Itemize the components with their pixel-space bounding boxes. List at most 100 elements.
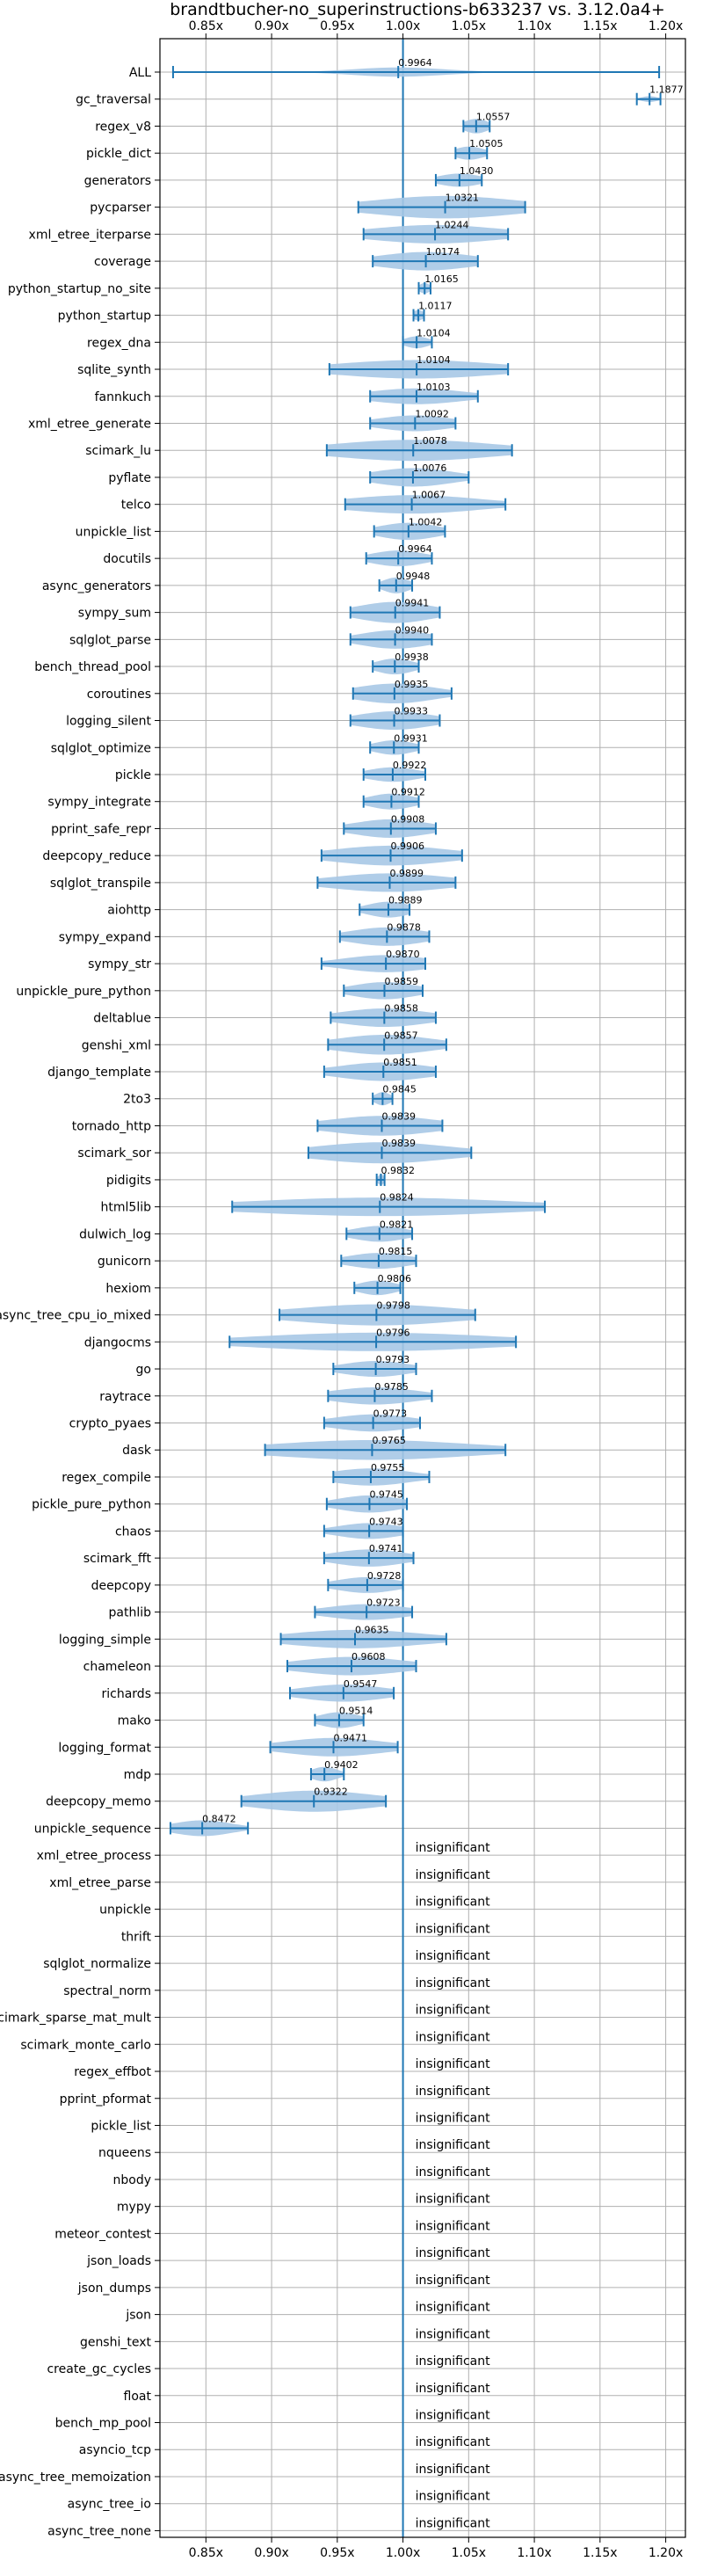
- violin-genshi_xml: [327, 1035, 447, 1055]
- category-label: pyflate: [108, 471, 151, 485]
- category-label: json_dumps: [77, 2281, 151, 2296]
- category-label: async_generators: [42, 579, 151, 593]
- violin-pidigits: [375, 1173, 386, 1186]
- category-label: xml_etree_parse: [49, 1876, 151, 1890]
- category-label: chameleon: [83, 1660, 151, 1674]
- violin-pickle_pure_python: [325, 1495, 409, 1513]
- value-label: 0.9471: [333, 1732, 367, 1743]
- value-label: 0.9402: [324, 1759, 359, 1771]
- value-label: 0.9755: [371, 1462, 405, 1474]
- x-tick-label-bottom: 1.10x: [517, 2546, 551, 2560]
- value-label: 0.8472: [202, 1813, 236, 1824]
- category-label: aiohttp: [107, 904, 151, 918]
- violin-sympy_str: [320, 955, 426, 972]
- category-label: richards: [102, 1687, 152, 1701]
- value-label: 0.9796: [376, 1327, 410, 1338]
- category-label: python_startup_no_site: [8, 282, 151, 296]
- category-label: html5lib: [101, 1201, 152, 1215]
- value-label: 0.9839: [382, 1110, 417, 1122]
- category-label: hexiom: [105, 1282, 151, 1296]
- category-label: docutils: [103, 552, 151, 566]
- category-label: deepcopy_memo: [46, 1795, 151, 1809]
- value-label: 1.0165: [424, 273, 459, 285]
- violin-sympy_sum: [349, 601, 441, 623]
- category-label: gc_traversal: [76, 93, 151, 107]
- violin-bench_thread_pool: [372, 659, 420, 675]
- category-label: scimark_monte_carlo: [20, 2038, 151, 2052]
- violin-chameleon: [286, 1656, 417, 1676]
- category-label: sqlite_synth: [77, 363, 151, 377]
- category-label: scimark_lu: [85, 444, 151, 458]
- category-label: sqlglot_normalize: [43, 1957, 151, 1971]
- violin-sqlglot_parse: [349, 629, 433, 649]
- value-label: 0.9941: [395, 598, 430, 609]
- violin-gunicorn: [340, 1253, 417, 1270]
- category-label: deepcopy: [91, 1579, 151, 1593]
- x-tick-label-bottom: 1.20x: [649, 2546, 683, 2560]
- value-label: 0.9938: [395, 651, 429, 663]
- value-label: 1.0067: [412, 490, 446, 501]
- violin-mdp: [309, 1766, 345, 1782]
- violin-regex_v8: [462, 119, 491, 134]
- value-label: 0.9912: [391, 787, 425, 798]
- category-label: dulwich_log: [79, 1227, 151, 1241]
- value-label: 1.0244: [435, 219, 468, 230]
- x-tick-label-top: 0.95x: [320, 19, 354, 33]
- violin-pyflate: [369, 468, 470, 487]
- violin-dulwich_log: [345, 1226, 414, 1242]
- category-label: dask: [122, 1444, 152, 1458]
- value-label: 0.9935: [395, 679, 429, 690]
- violin-sympy_expand: [338, 927, 431, 946]
- violin-html5lib: [231, 1197, 547, 1217]
- violin-tornado_http: [316, 1116, 444, 1136]
- violin-aiohttp: [359, 901, 411, 918]
- value-label: 0.9845: [382, 1084, 417, 1095]
- violin-async_generators: [378, 577, 414, 593]
- value-label: 0.9785: [374, 1381, 409, 1393]
- value-label: 0.9728: [367, 1570, 402, 1582]
- category-label: sympy_integrate: [47, 796, 151, 810]
- violin-regex_compile: [332, 1468, 431, 1486]
- violin-mako: [314, 1712, 365, 1728]
- x-tick-label-top: 1.20x: [649, 19, 683, 33]
- violin-gc_traversal: [635, 92, 662, 106]
- value-label: 1.0103: [417, 382, 451, 393]
- category-label: fannkuch: [95, 390, 151, 404]
- violin-async_tree_cpu_io_mixed: [279, 1304, 476, 1326]
- category-label: pycparser: [90, 201, 151, 215]
- category-label: logging_silent: [66, 715, 151, 729]
- violin-unpickle_list: [373, 522, 446, 541]
- category-label: xml_etree_process: [37, 1849, 151, 1863]
- value-label: 1.0557: [476, 111, 511, 122]
- violin-dask: [264, 1439, 507, 1460]
- violin-pickle_dict: [454, 146, 489, 160]
- violin-deltablue: [330, 1008, 437, 1028]
- category-label: unpickle_pure_python: [16, 985, 151, 999]
- x-tick-label-top: 0.90x: [254, 19, 288, 33]
- insignificant-label: insignificant: [416, 2409, 491, 2423]
- violin-sqlite_synth: [328, 360, 510, 379]
- value-label: 1.0042: [409, 516, 443, 528]
- category-label: mypy: [117, 2201, 151, 2215]
- axes: 0.85x 0.85x 0.90x 0.90x 0.95x 0.95x 1.00x 1.00x…: [0, 19, 686, 2560]
- insignificant-label: insignificant: [416, 2057, 491, 2071]
- category-label: generators: [84, 174, 151, 188]
- insignificant-label: insignificant: [416, 2301, 491, 2315]
- violin-docutils: [365, 550, 433, 567]
- value-label: 0.9821: [380, 1219, 414, 1230]
- category-label: django_template: [47, 1066, 151, 1080]
- violin-unpickle_pure_python: [343, 982, 424, 1000]
- category-label: coroutines: [87, 688, 151, 702]
- violin-scimark_sor: [307, 1142, 473, 1164]
- category-label: pprint_pformat: [60, 2092, 152, 2107]
- x-tick-label-bottom: 1.00x: [386, 2546, 420, 2560]
- category-label: async_tree_memoization: [0, 2470, 151, 2485]
- insignificant-label: insignificant: [416, 2030, 491, 2044]
- value-label: 1.0092: [415, 408, 449, 419]
- value-label: 0.9851: [383, 1057, 417, 1068]
- category-label: deltablue: [93, 1012, 151, 1026]
- value-label: 0.9906: [391, 840, 425, 852]
- value-label: 0.9608: [352, 1651, 386, 1663]
- violin-ALL: [171, 66, 661, 78]
